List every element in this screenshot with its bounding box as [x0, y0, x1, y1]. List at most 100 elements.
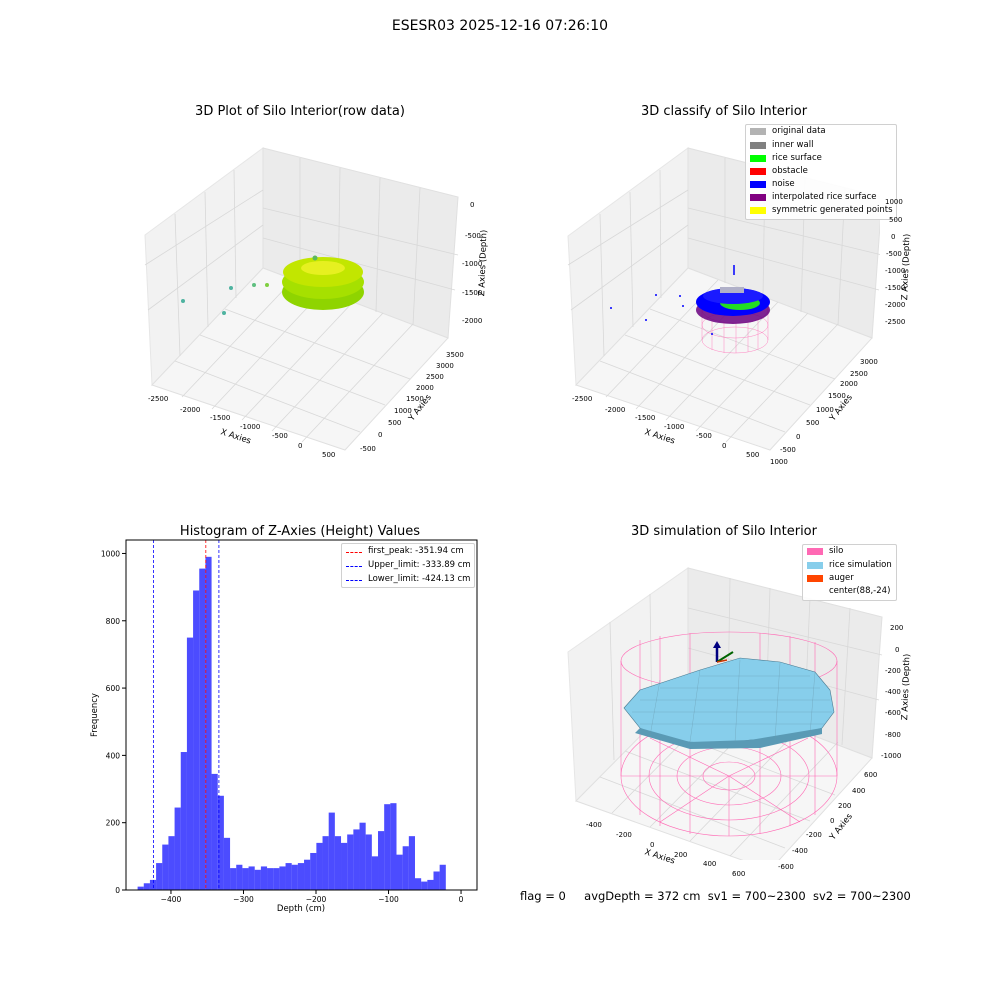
histogram-bar: [359, 822, 366, 890]
legend-label: auger: [829, 573, 854, 583]
histogram-bar: [427, 879, 434, 890]
raw-ytick: 2500: [426, 373, 444, 381]
classify-ztick: 500: [889, 216, 903, 224]
classify-legend: original data inner wall rice surface ob…: [745, 124, 897, 220]
histogram-bar: [322, 836, 329, 890]
histogram-bar: [211, 773, 218, 890]
histogram-bar: [236, 864, 243, 890]
raw-ytick: 0: [378, 431, 383, 439]
classify-ytick: 2500: [850, 370, 868, 378]
histogram-bar: [378, 831, 385, 890]
simulation-ytick: -600: [778, 863, 794, 871]
histogram-chart: −400 −300 −200 −100 0 0 200 400 600 800 1000 Dept…: [90, 539, 478, 914]
histogram-y-label: Frequency: [90, 693, 100, 737]
histogram-bar: [353, 829, 360, 890]
histogram-x-tick-label: −400: [161, 895, 182, 904]
histogram-x-tick-label: 0: [459, 895, 464, 904]
sv1-text: sv1 = 700~2300: [707, 889, 806, 903]
histogram-y-tick-label: 800: [106, 617, 121, 626]
raw-floor-pane: [151, 267, 449, 451]
histogram-bar: [260, 866, 268, 890]
simulation-ztick: -200: [885, 667, 901, 675]
histogram-bar: [193, 590, 200, 890]
simulation-xtick: -200: [616, 831, 632, 839]
histogram-bar: [316, 842, 323, 890]
classify-ztick: 0: [891, 233, 896, 241]
raw-xtick: -500: [272, 432, 288, 440]
flag-text: flag = 0: [520, 889, 566, 903]
raw-grid: [144, 158, 459, 443]
histogram-bar: [168, 836, 175, 890]
legend-swatch: [750, 128, 766, 135]
histogram-y-tick-label: 600: [106, 684, 121, 693]
classify-ytick: -500: [780, 446, 796, 454]
raw-ytick: 2000: [416, 384, 434, 392]
classify-3d-plot: [567, 147, 880, 451]
histogram-bar: [248, 866, 255, 890]
legend-swatch: [807, 548, 823, 555]
histogram-bar: [199, 568, 206, 890]
classify-ytick: 500: [806, 419, 820, 427]
histogram-bar: [365, 834, 372, 890]
histogram-bar: [310, 852, 317, 890]
simulation-ztick: -1000: [881, 752, 902, 760]
simulation-ytick: 200: [838, 802, 852, 810]
raw-ztick: -1500: [462, 289, 483, 297]
simulation-ytick: 600: [864, 771, 878, 779]
histogram-bar: [223, 837, 231, 890]
raw-xtick: 500: [322, 451, 336, 459]
histogram-bar: [421, 881, 428, 890]
classify-xtick: -1000: [664, 423, 685, 431]
histogram-bars: [137, 556, 446, 890]
classify-y-ticks: -500 0 500 1000 1500 2000 2500 3000: [780, 355, 890, 465]
classify-ztick: -1000: [885, 267, 906, 275]
simulation-ztick: -600: [885, 709, 901, 717]
histogram-axes-frame: [125, 539, 478, 891]
histogram-bar: [149, 879, 157, 890]
classify-ztick: -2500: [885, 318, 906, 326]
legend-label: Upper_limit: -333.89 cm: [368, 560, 471, 570]
classify-xtick: -1500: [635, 414, 656, 422]
simulation-xtick: -400: [586, 821, 602, 829]
histogram-bar: [254, 869, 261, 890]
simulation-3d-plot: [567, 567, 883, 860]
raw-3d-plot: [144, 147, 459, 451]
status-footer: flag = 0 avgDepth = 372 cm sv1 = 700~230…: [520, 889, 911, 903]
histogram-bar: [297, 863, 305, 890]
histogram-bar: [230, 868, 237, 890]
raw-ytick: 3000: [436, 362, 454, 370]
legend-swatch: [750, 194, 766, 201]
classify-xtick: 500: [746, 451, 760, 459]
simulation-xtick: 400: [703, 860, 717, 868]
histogram-y-ticks: 0 200 400 600 800 1000: [101, 549, 126, 895]
raw-ztick: -500: [465, 232, 481, 240]
legend-label: rice surface: [772, 153, 822, 163]
simulation-auger-y-arrow: [716, 651, 734, 663]
histogram-y-tick-label: 400: [106, 751, 121, 760]
raw-ztick: -1000: [462, 260, 483, 268]
raw-xtick: -1000: [240, 423, 261, 431]
legend-label: first_peak: -351.94 cm: [368, 546, 464, 556]
histogram-bar: [273, 868, 280, 890]
simulation-xtick: 200: [674, 851, 688, 859]
simulation-ztick: 200: [890, 624, 904, 632]
histogram-bar: [414, 878, 422, 890]
simulation-ztick: 0: [895, 646, 900, 654]
simulation-ytick: 400: [852, 787, 866, 795]
avg-depth-text: avgDepth = 372 cm: [584, 889, 701, 903]
classify-ztick: 1000: [885, 198, 903, 206]
simulation-ytick: 0: [830, 817, 835, 825]
histogram-bar: [137, 886, 144, 890]
classify-ytick: 2000: [840, 380, 858, 388]
histogram-bar: [396, 854, 403, 890]
legend-label: rice simulation: [829, 560, 892, 570]
classify-ztick: -2000: [885, 301, 906, 309]
legend-label: symmetric generated points: [772, 205, 893, 215]
histogram-bar: [328, 812, 335, 890]
classify-ztick: -1500: [885, 284, 906, 292]
legend-swatch: [807, 575, 823, 582]
legend-label: inner wall: [772, 140, 814, 150]
classify-point-cloud: [610, 265, 770, 335]
histogram-bar: [174, 807, 181, 890]
simulation-auger-x-arrow: [716, 659, 728, 663]
